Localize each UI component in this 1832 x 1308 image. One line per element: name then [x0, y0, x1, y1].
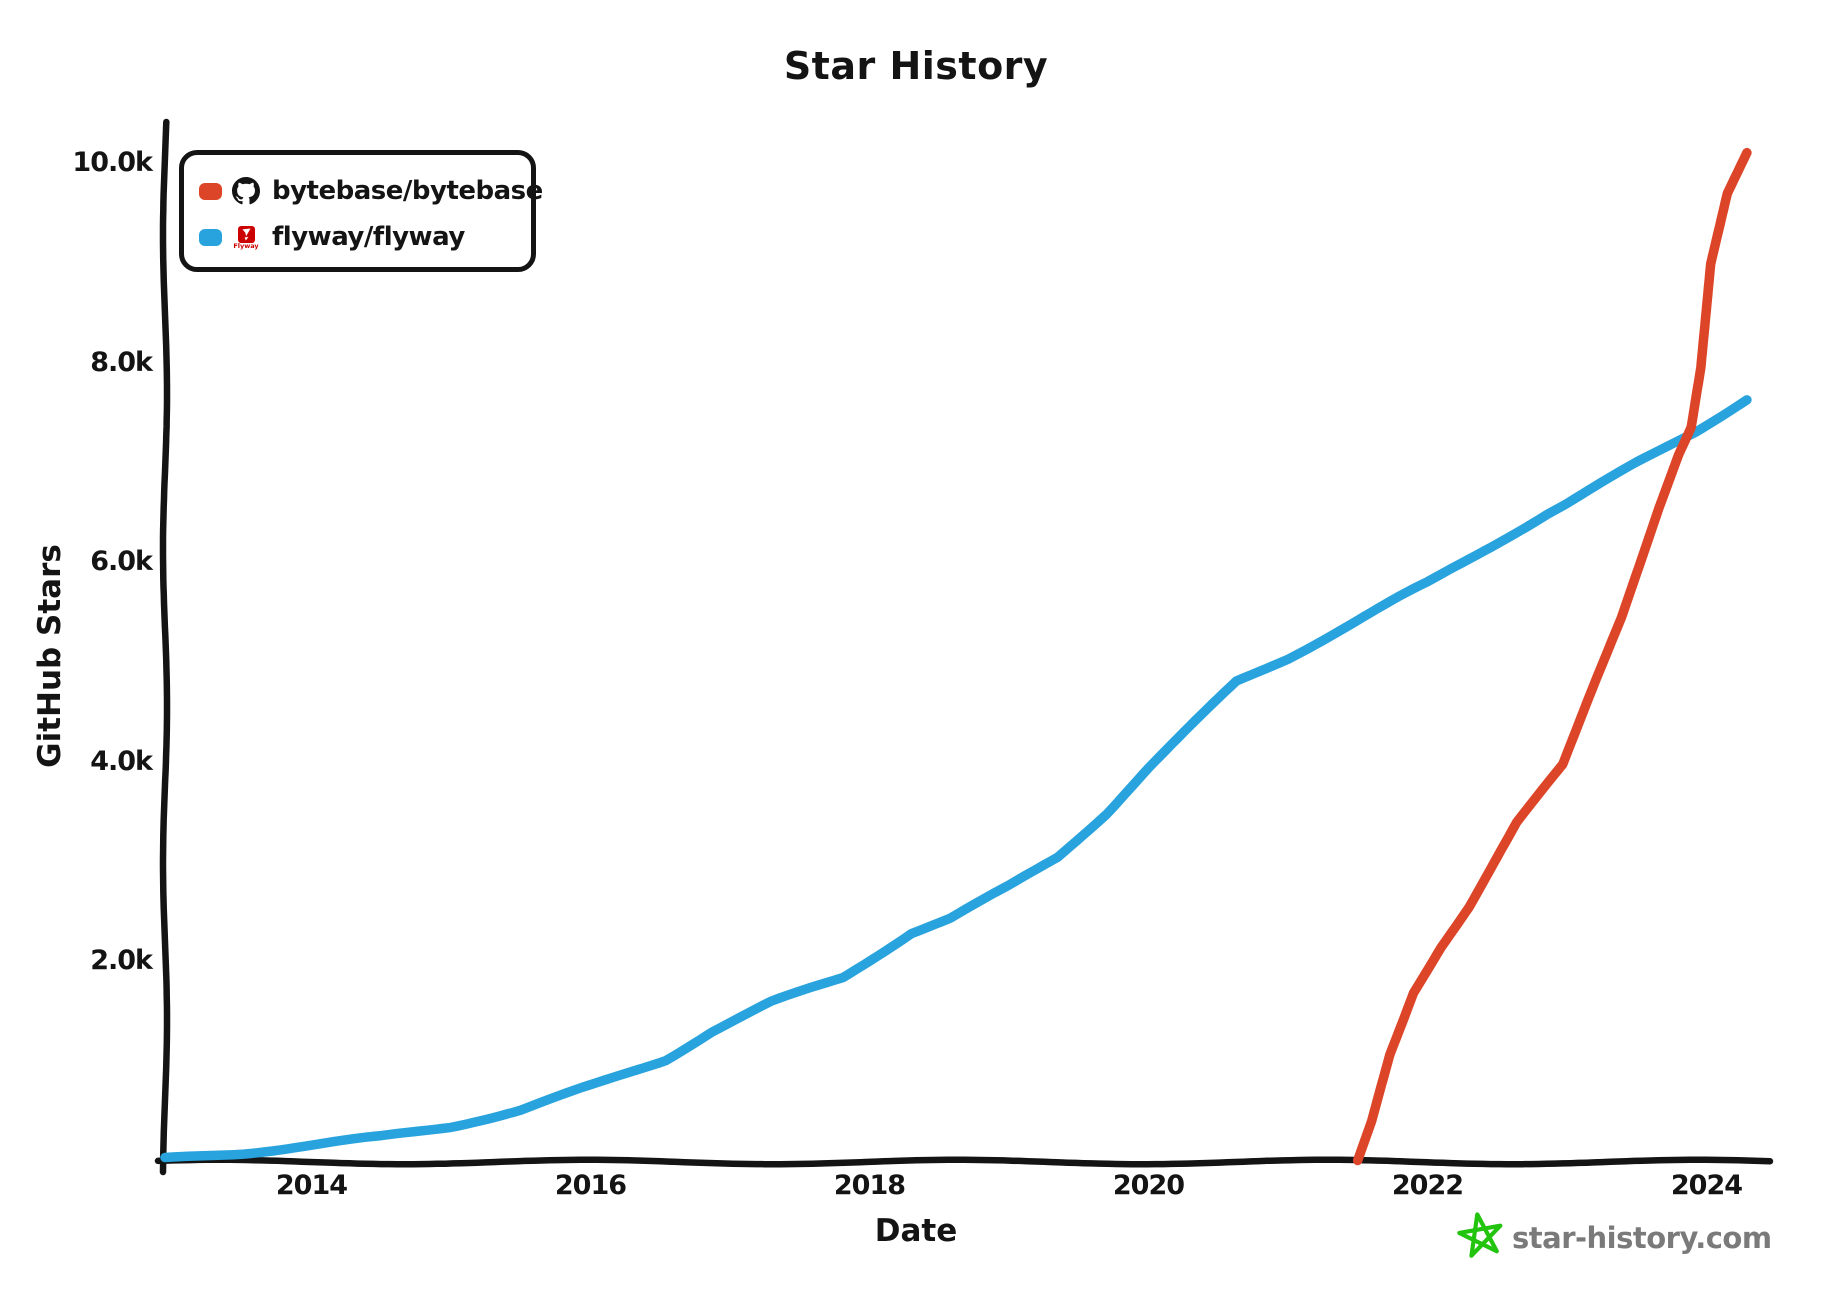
series-line-flyway[interactable] — [160, 395, 1752, 1163]
x-tick-label: 2014 — [275, 1170, 348, 1201]
x-axis-label: Date — [874, 1213, 958, 1249]
legend-label-flyway: flyway/flyway — [272, 222, 465, 252]
series-line-bytebase[interactable] — [1352, 147, 1752, 1166]
chart-title: Star History — [783, 44, 1049, 88]
y-tick-label: 8.0k — [90, 346, 153, 378]
legend-item-bytebase: bytebase/bytebase — [199, 168, 543, 214]
y-tick-label: 6.0k — [90, 546, 153, 578]
x-tick-label: 2024 — [1670, 1170, 1743, 1201]
y-axis-label: GitHub Stars — [32, 544, 68, 768]
x-tick-label: 2016 — [554, 1170, 627, 1201]
watermark-site-text: star-history.com — [1512, 1221, 1772, 1255]
y-tick-label: 2.0k — [90, 945, 153, 977]
y-tick-label: 4.0k — [90, 745, 153, 777]
star-history-logo-star-icon — [1456, 1212, 1504, 1264]
legend-label-bytebase: bytebase/bytebase — [272, 176, 543, 206]
watermark: star-history.com — [1456, 1212, 1772, 1264]
github-icon — [232, 177, 260, 205]
y-axis-line — [159, 118, 171, 1176]
legend: bytebase/bytebase Flyway flyway/flyway — [179, 150, 543, 272]
legend-swatch-bytebase — [199, 182, 222, 200]
x-tick-label: 2018 — [833, 1170, 906, 1201]
flyway-icon: Flyway — [232, 225, 260, 250]
x-tick-label: 2020 — [1112, 1170, 1185, 1201]
x-tick-label: 2022 — [1391, 1170, 1464, 1201]
flyway-icon-caption: Flyway — [233, 241, 259, 250]
legend-swatch-flyway — [199, 228, 222, 246]
y-tick-label: 10.0k — [72, 147, 153, 178]
x-axis-line — [154, 1156, 1774, 1168]
legend-item-flyway: Flyway flyway/flyway — [199, 214, 531, 260]
